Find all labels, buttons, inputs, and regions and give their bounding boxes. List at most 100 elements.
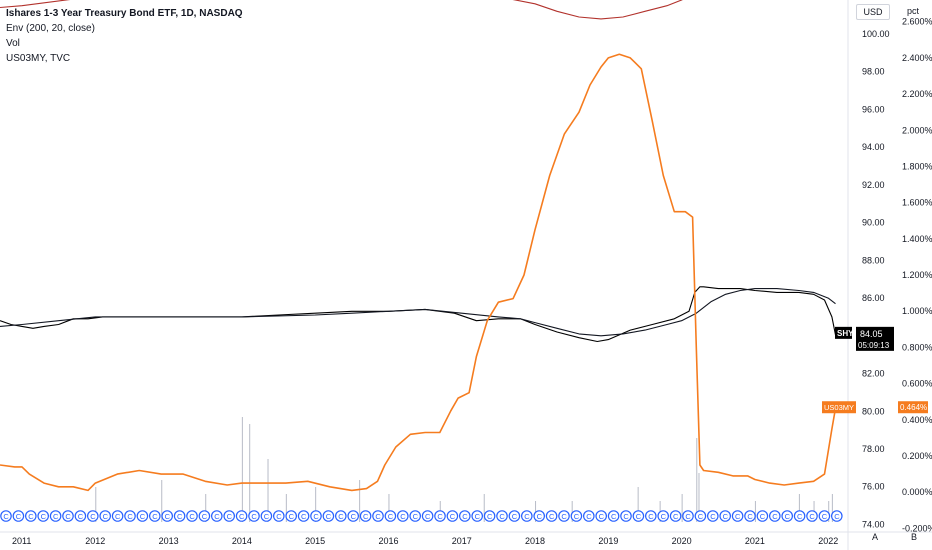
- event-marker-4[interactable]: [49, 510, 62, 522]
- event-marker-63[interactable]: [781, 510, 793, 522]
- event-marker-51[interactable]: [632, 510, 645, 522]
- event-marker-37[interactable]: [458, 510, 471, 522]
- usd-currency-button[interactable]: USD: [856, 4, 890, 20]
- time-axis-tick-2020: 2020: [672, 536, 692, 546]
- event-marker-23[interactable]: [285, 510, 297, 522]
- event-marker-39[interactable]: [483, 510, 496, 522]
- event-marker-letter-34: C: [425, 512, 431, 521]
- event-marker-13[interactable]: [161, 510, 173, 522]
- event-marker-49[interactable]: [607, 510, 620, 522]
- event-marker-28[interactable]: [347, 510, 359, 522]
- event-marker-1[interactable]: [12, 510, 25, 522]
- us03my-name-label: US03MY: [824, 403, 854, 412]
- time-axis-tick-2013: 2013: [159, 536, 179, 546]
- event-marker-letter-10: C: [127, 512, 133, 521]
- event-marker-20[interactable]: [248, 510, 260, 522]
- auto-scale-button[interactable]: A: [872, 532, 879, 542]
- event-marker-letter-33: C: [413, 512, 419, 521]
- event-marker-48[interactable]: [595, 510, 607, 522]
- event-marker-5[interactable]: [62, 510, 74, 522]
- event-marker-45[interactable]: [558, 510, 570, 522]
- event-marker-64[interactable]: [793, 510, 806, 522]
- event-marker-47[interactable]: [582, 510, 595, 522]
- series-line-us03my[interactable]: [0, 53, 837, 492]
- event-marker-letter-35: C: [437, 512, 443, 521]
- event-marker-18[interactable]: [223, 510, 235, 522]
- event-marker-2[interactable]: [24, 510, 37, 522]
- legend-envelope-indicator[interactable]: Env (200, 20, close): [6, 23, 95, 34]
- event-marker-55[interactable]: [682, 510, 694, 522]
- event-marker-24[interactable]: [297, 510, 310, 522]
- event-marker-35[interactable]: [434, 510, 446, 522]
- event-marker-14[interactable]: [173, 510, 186, 522]
- event-marker-58[interactable]: [719, 510, 731, 522]
- event-marker-17[interactable]: [211, 510, 223, 522]
- event-marker-32[interactable]: [396, 510, 409, 522]
- event-marker-10[interactable]: [124, 510, 136, 522]
- event-marker-44[interactable]: [545, 510, 558, 522]
- shy-last-price: 84.05: [860, 329, 883, 339]
- event-marker-33[interactable]: [409, 510, 421, 522]
- event-marker-3[interactable]: [37, 510, 49, 522]
- event-marker-22[interactable]: [272, 510, 285, 522]
- event-marker-12[interactable]: [149, 510, 161, 522]
- event-marker-50[interactable]: [620, 510, 632, 522]
- event-marker-21[interactable]: [260, 510, 273, 522]
- event-marker-7[interactable]: [87, 510, 99, 522]
- event-marker-59[interactable]: [731, 510, 744, 522]
- pct-scale-button[interactable]: pct: [900, 4, 926, 18]
- event-marker-66[interactable]: [818, 510, 831, 522]
- usd-axis-tick-10: 80.00: [862, 406, 885, 416]
- event-marker-letter-23: C: [289, 512, 295, 521]
- series-line-env-basis[interactable]: [0, 288, 836, 337]
- event-marker-9[interactable]: [111, 510, 124, 522]
- legend-title[interactable]: Ishares 1-3 Year Treasury Bond ETF, 1D, …: [6, 8, 243, 19]
- event-marker-letter-38: C: [475, 512, 481, 521]
- event-marker-67[interactable]: [830, 510, 843, 522]
- volume-bar-2: [205, 494, 207, 522]
- event-marker-40[interactable]: [496, 510, 508, 522]
- legend-volume-indicator[interactable]: Vol: [6, 38, 20, 49]
- volume-bar-13: [571, 501, 573, 522]
- us03my-last-value: 0.464%: [900, 403, 927, 412]
- pct-axis-tick-1: 2.400%: [902, 53, 932, 63]
- event-marker-43[interactable]: [533, 510, 545, 522]
- event-marker-25[interactable]: [310, 510, 322, 522]
- event-marker-30[interactable]: [372, 510, 384, 522]
- event-marker-29[interactable]: [359, 510, 372, 522]
- series-line-env-upper[interactable]: [0, 0, 696, 20]
- event-marker-52[interactable]: [644, 510, 657, 522]
- event-marker-0[interactable]: [0, 510, 12, 522]
- event-marker-61[interactable]: [756, 510, 769, 522]
- event-marker-65[interactable]: [806, 510, 818, 522]
- event-marker-60[interactable]: [744, 510, 756, 522]
- event-marker-11[interactable]: [136, 510, 149, 522]
- event-marker-27[interactable]: [334, 510, 347, 522]
- event-marker-15[interactable]: [186, 510, 198, 522]
- shy-bar-countdown: 05:09:13: [858, 341, 890, 350]
- shy-price-tag: [856, 326, 894, 351]
- event-marker-42[interactable]: [520, 510, 533, 522]
- event-marker-16[interactable]: [198, 510, 211, 522]
- event-marker-8[interactable]: [99, 510, 111, 522]
- event-marker-41[interactable]: [508, 510, 521, 522]
- event-marker-34[interactable]: [421, 510, 434, 522]
- event-marker-36[interactable]: [446, 510, 459, 522]
- series-line-shy[interactable]: [0, 286, 837, 343]
- log-scale-button[interactable]: B: [911, 532, 918, 542]
- event-marker-6[interactable]: [74, 510, 87, 522]
- event-marker-26[interactable]: [322, 510, 335, 522]
- event-marker-46[interactable]: [570, 510, 583, 522]
- event-marker-57[interactable]: [706, 510, 719, 522]
- event-marker-62[interactable]: [768, 510, 781, 522]
- event-marker-31[interactable]: [384, 510, 397, 522]
- legend-us03my-indicator[interactable]: US03MY, TVC: [6, 53, 71, 64]
- event-marker-54[interactable]: [669, 510, 682, 522]
- event-marker-19[interactable]: [235, 510, 248, 522]
- event-marker-56[interactable]: [694, 510, 707, 522]
- event-marker-38[interactable]: [471, 510, 483, 522]
- event-marker-letter-46: C: [574, 512, 580, 521]
- event-marker-53[interactable]: [657, 510, 669, 522]
- time-axis-tick-2012: 2012: [85, 536, 105, 546]
